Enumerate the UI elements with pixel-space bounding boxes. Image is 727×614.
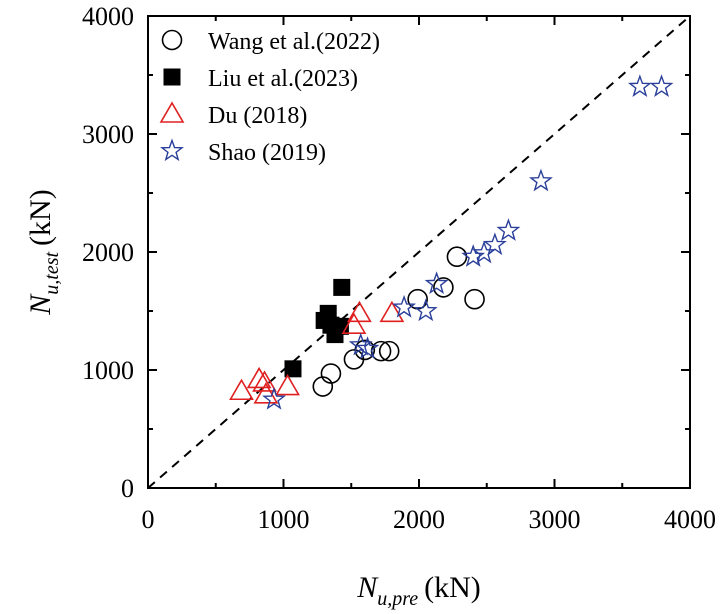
y-tick-label: 2000 [82,238,134,267]
data-point-shao-2019 [392,294,417,318]
data-point-du-2018 [275,373,300,396]
data-point-wang-et-al-2022 [343,349,365,370]
data-point-shao-2019 [424,271,449,295]
y-axis-title: Nu,test (kN) [24,189,63,315]
x-axis-title-unit: (kN) [424,571,481,604]
x-axis-title-subscript: u,pre [377,588,418,610]
y-tick-label: 1000 [82,356,134,385]
data-point-wang-et-al-2022 [320,363,342,384]
x-tick-label: 4000 [664,505,716,534]
x-tick-label: 2000 [393,505,445,534]
y-tick-label: 4000 [82,2,134,31]
legend-label-shao-2019: Shao (2019) [208,140,326,166]
data-point-shao-2019 [262,386,286,410]
data-point-wang-et-al-2022 [464,288,485,310]
legend-label-liu-et-al-2023: Liu et al.(2023) [208,66,358,92]
data-point-du-2018 [379,300,405,323]
data-point-du-2018 [229,378,254,401]
data-point-du-2018 [253,382,279,404]
y-axis-title-unit: (kN) [24,189,57,246]
data-point-shao-2019 [496,218,521,241]
legend-label-wang-et-al-2022: Wang et al.(2022) [208,29,380,55]
data-point-wang-et-al-2022 [446,246,468,268]
axis-ticks: 0 1000 2000 3000 4000 0 1000 2000 3000 4000 [82,2,716,534]
legend-marker-wang-et-al-2022 [161,29,183,51]
data-point-shao-2019 [413,298,438,322]
data-point-shao-2019 [482,232,507,256]
data-point-shao-2019 [528,168,553,192]
y-axis-title-main: N [24,293,57,316]
data-point-shao-2019 [627,74,652,97]
legend-marker-du-2018 [159,101,185,123]
data-point-wang-et-al-2022 [378,340,400,362]
data-points [229,74,674,410]
x-tick-label: 0 [142,505,155,534]
legend-label-du-2018: Du (2018) [208,103,307,129]
y-axis-title-subscript: u,test [41,251,63,294]
data-point-liu-et-al-2023 [333,278,351,296]
y-tick-label: 0 [121,474,134,503]
y-tick-label: 3000 [82,120,134,149]
y-axis-title-group: Nu,test (kN) [24,189,63,315]
x-axis-title: Nu,pre (kN) [356,571,481,610]
data-point-wang-et-al-2022 [433,277,454,298]
x-tick-label: 3000 [529,505,581,534]
data-point-shao-2019 [472,240,496,264]
legend-marker-liu-et-al-2023 [163,68,181,86]
x-axis-title-main: N [356,571,379,604]
data-point-du-2018 [252,370,277,392]
data-point-du-2018 [346,300,372,323]
data-point-shao-2019 [355,336,380,359]
legend: Wang et al.(2022) Liu et al.(2023) Du (201… [159,29,380,166]
data-point-du-2018 [341,312,367,334]
legend-marker-shao-2019 [160,138,184,162]
data-point-wang-et-al-2022 [312,376,334,397]
data-point-shao-2019 [461,244,486,267]
data-point-du-2018 [246,366,272,389]
reference-line-y-equals-x [147,15,691,489]
x-tick-label: 1000 [258,505,310,534]
data-point-shao-2019 [649,74,674,97]
data-point-liu-et-al-2023 [284,360,302,378]
